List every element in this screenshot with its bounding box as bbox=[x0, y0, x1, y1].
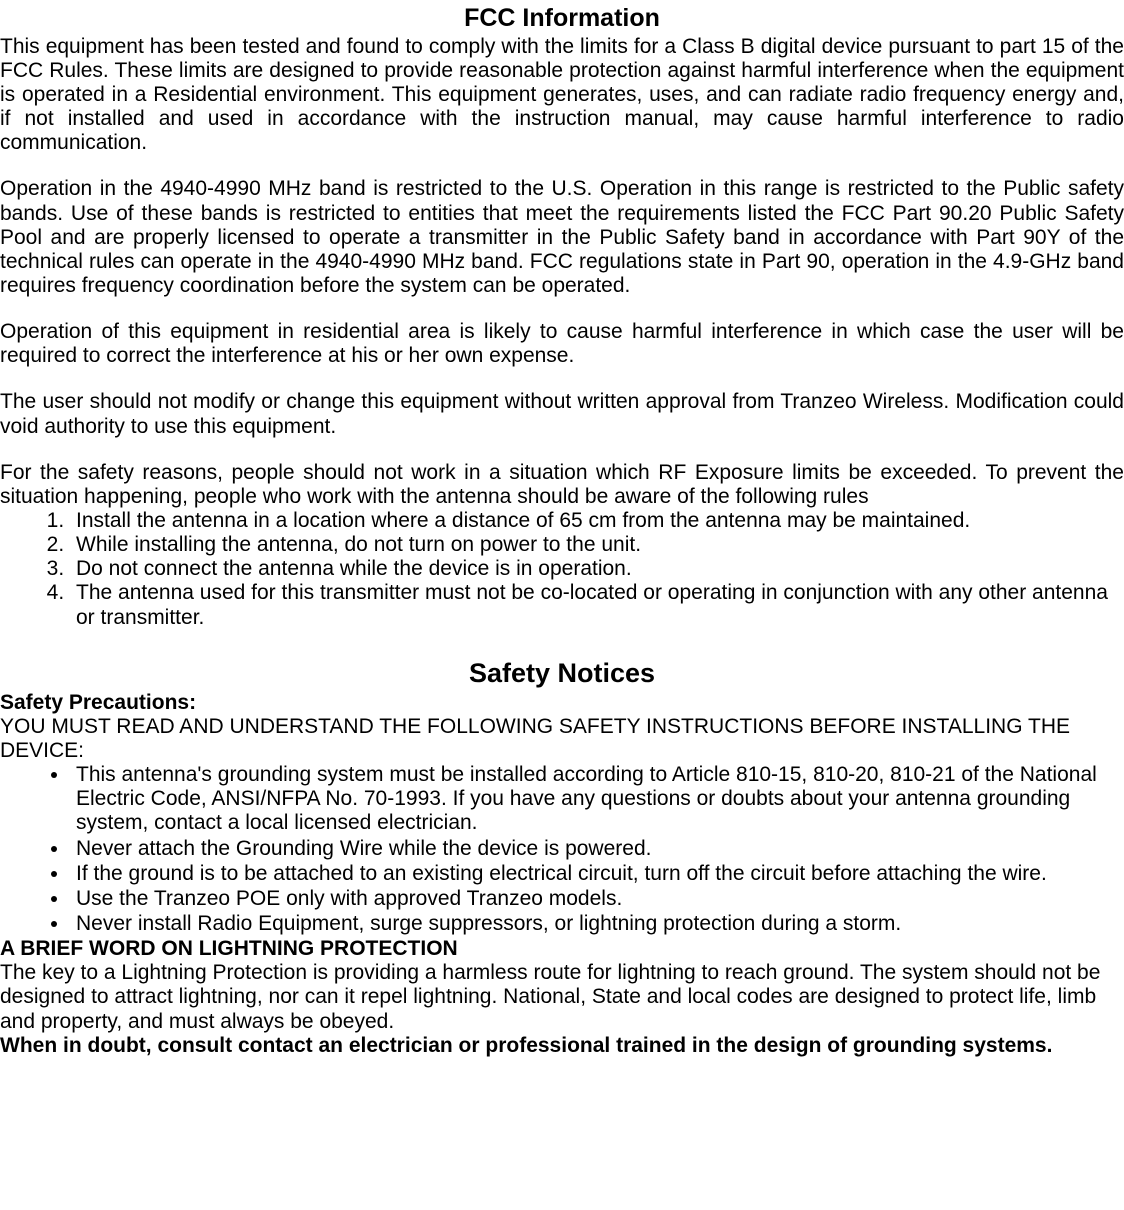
safety-bullet-item: Use the Tranzeo POE only with approved T… bbox=[70, 887, 1124, 911]
safety-bullet-item: If the ground is to be attached to an ex… bbox=[70, 862, 1124, 886]
fcc-rules-list: Install the antenna in a location where … bbox=[0, 509, 1124, 630]
safety-precautions-heading: Safety Precautions: bbox=[0, 691, 1124, 715]
fcc-paragraph-2: Operation in the 4940-4990 MHz band is r… bbox=[0, 177, 1124, 298]
safety-bullet-item: Never attach the Grounding Wire while th… bbox=[70, 837, 1124, 861]
safety-title: Safety Notices bbox=[0, 658, 1124, 689]
safety-bullet-item: This antenna's grounding system must be … bbox=[70, 763, 1124, 835]
safety-bullet-item: Never install Radio Equipment, surge sup… bbox=[70, 912, 1124, 936]
lightning-body: The key to a Lightning Protection is pro… bbox=[0, 961, 1124, 1033]
fcc-rule-item: Do not connect the antenna while the dev… bbox=[70, 557, 1124, 581]
fcc-title: FCC Information bbox=[0, 4, 1124, 33]
closing-statement: When in doubt, consult contact an electr… bbox=[0, 1034, 1124, 1058]
fcc-rule-item: Install the antenna in a location where … bbox=[70, 509, 1124, 533]
fcc-paragraph-4: The user should not modify or change thi… bbox=[0, 390, 1124, 438]
fcc-paragraph-3: Operation of this equipment in residenti… bbox=[0, 320, 1124, 368]
closing-period: . bbox=[1047, 1034, 1053, 1057]
document-page: FCC Information This equipment has been … bbox=[0, 4, 1124, 1078]
fcc-paragraph-1: This equipment has been tested and found… bbox=[0, 35, 1124, 156]
closing-bold-text: When in doubt, consult contact an electr… bbox=[0, 1034, 1047, 1057]
fcc-rule-item: While installing the antenna, do not tur… bbox=[70, 533, 1124, 557]
safety-bullets-list: This antenna's grounding system must be … bbox=[0, 763, 1124, 936]
fcc-paragraph-5: For the safety reasons, people should no… bbox=[0, 461, 1124, 509]
safety-intro: YOU MUST READ AND UNDERSTAND THE FOLLOWI… bbox=[0, 715, 1124, 763]
fcc-rule-item: The antenna used for this transmitter mu… bbox=[70, 581, 1124, 629]
lightning-heading: A BRIEF WORD ON LIGHTNING PROTECTION bbox=[0, 937, 1124, 961]
